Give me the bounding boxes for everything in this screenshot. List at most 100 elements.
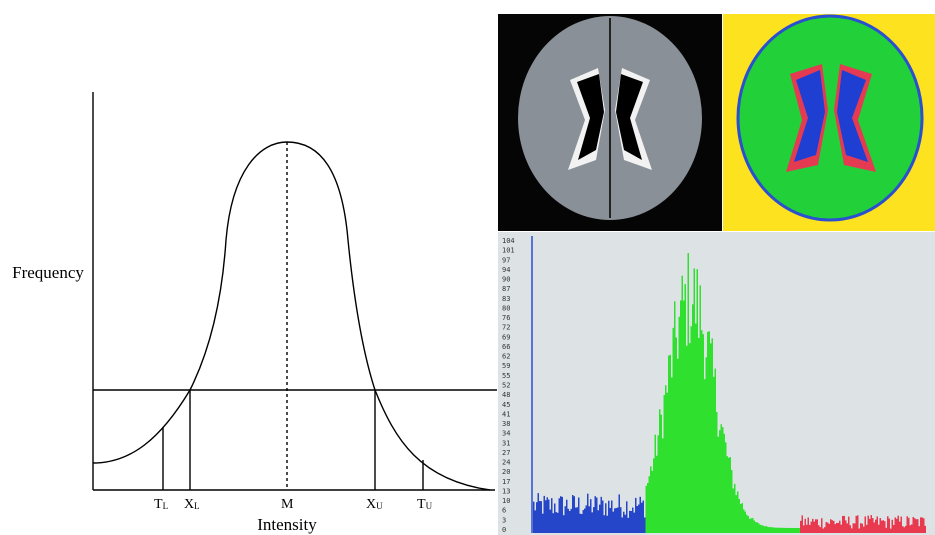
histogram-bar	[728, 457, 730, 533]
histogram-bar	[669, 354, 671, 533]
histogram-bar	[870, 515, 872, 533]
histogram-bar	[855, 515, 857, 533]
histogram-bar	[744, 511, 746, 533]
histogram-bar	[591, 512, 593, 533]
histogram-bar	[656, 455, 658, 533]
histogram-bar	[558, 498, 560, 533]
histogram-bar	[782, 527, 784, 533]
histogram-y-label: 48	[502, 391, 510, 399]
histogram-bar	[890, 528, 892, 533]
histogram-bar	[542, 513, 544, 533]
histogram-bar	[915, 519, 917, 533]
histogram-bar	[825, 522, 827, 533]
histogram-bar	[657, 435, 659, 533]
histogram-bar	[651, 470, 653, 533]
histogram-bar	[567, 508, 569, 533]
marker-sub: L	[163, 501, 169, 511]
histogram-y-label: 62	[502, 353, 510, 361]
histogram-bar	[738, 499, 740, 533]
histogram-bar	[717, 436, 719, 533]
histogram-bar	[725, 442, 727, 533]
histogram-bar	[645, 485, 647, 533]
histogram-bar	[546, 497, 548, 533]
histogram-bar	[614, 508, 616, 533]
histogram-bar	[819, 527, 821, 533]
histogram-bar	[680, 300, 682, 533]
histogram-bar	[650, 466, 652, 533]
histogram-bar	[573, 496, 575, 533]
histogram-bar	[698, 338, 700, 533]
histogram-y-label: 45	[502, 401, 510, 409]
histogram-bar	[765, 526, 767, 533]
histogram-bar	[794, 527, 796, 533]
histogram-bar	[620, 507, 622, 533]
histogram-bar	[701, 330, 703, 533]
histogram-bar	[816, 519, 818, 533]
histogram-bar	[896, 518, 898, 533]
histogram-bar	[923, 518, 925, 533]
histogram-bar	[833, 520, 835, 533]
histogram-bar	[797, 527, 799, 533]
histogram-bar	[587, 493, 589, 533]
histogram-bar	[636, 506, 638, 533]
histogram-bar	[594, 496, 596, 533]
histogram-bar	[555, 512, 557, 533]
histogram-bar	[731, 470, 733, 533]
histogram-bar	[906, 516, 908, 533]
histogram-bar	[675, 337, 677, 533]
histogram-bar	[900, 516, 902, 533]
histogram-y-label: 66	[502, 343, 510, 351]
histogram-bar	[881, 520, 883, 533]
histogram-bar	[713, 376, 715, 533]
histogram-bar	[873, 522, 875, 533]
histogram-bar	[779, 527, 781, 533]
histogram-bar	[539, 501, 541, 533]
histogram-bar	[806, 524, 808, 533]
histogram-bar	[809, 524, 811, 533]
marker-labels: TL XL M XU TU	[154, 497, 433, 512]
histogram-bar	[687, 253, 689, 533]
histogram-bar	[705, 357, 707, 533]
histogram-bar	[879, 518, 881, 533]
histogram-bar	[815, 519, 817, 533]
histogram-bar	[899, 521, 901, 533]
histogram-bar	[615, 507, 617, 533]
histogram-bar	[635, 497, 637, 533]
histogram-y-label: 69	[502, 333, 510, 341]
histogram-bar	[548, 499, 550, 533]
histogram-bar	[660, 414, 662, 533]
histogram-bar	[638, 504, 640, 533]
histogram-bar	[884, 521, 886, 533]
histogram-bar	[830, 519, 832, 533]
histogram-bar	[921, 517, 923, 533]
histogram-bar	[810, 521, 812, 533]
histogram-bar	[875, 519, 877, 533]
x-axis-label: Intensity	[257, 515, 317, 534]
histogram-bar	[603, 515, 605, 533]
histogram-bar	[653, 458, 655, 533]
histogram-bar	[572, 495, 574, 533]
histogram-bar	[707, 331, 709, 533]
histogram-bar	[758, 523, 760, 533]
histogram-bar	[876, 516, 878, 533]
histogram-bar	[716, 411, 718, 533]
histogram-bar	[848, 516, 850, 533]
histogram-bar	[755, 522, 757, 533]
histogram-bar	[647, 483, 649, 533]
histogram-bar	[917, 519, 919, 533]
histogram-bar	[576, 507, 578, 533]
histogram-bar	[683, 300, 685, 533]
histogram-bar	[689, 343, 691, 533]
histogram-bar	[773, 527, 775, 533]
histogram-bar	[626, 501, 628, 533]
histogram-bar	[912, 516, 914, 533]
histogram-y-label: 94	[502, 266, 510, 274]
histogram-bar	[684, 284, 686, 533]
histogram-bar	[681, 275, 683, 533]
histogram-bar	[540, 501, 542, 533]
histogram-y-label: 3	[502, 516, 506, 524]
histogram-bar	[672, 327, 674, 533]
histogram-bar	[584, 508, 586, 533]
histogram-bar	[752, 518, 754, 533]
